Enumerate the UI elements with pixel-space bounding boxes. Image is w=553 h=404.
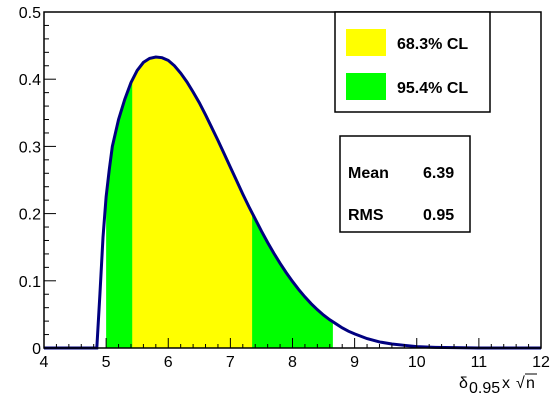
legend: 68.3% CL 95.4% CL <box>335 12 490 112</box>
x-axis-title-sqrt: √ <box>516 375 525 392</box>
x-tick-label-4: 8 <box>288 354 297 371</box>
stats-rms-value: 0.95 <box>423 207 454 224</box>
x-tick-label-8: 12 <box>532 354 550 371</box>
legend-label-95: 95.4% CL <box>397 80 468 97</box>
stats-rms-label: RMS <box>348 207 384 224</box>
legend-label-68: 68.3% CL <box>397 36 468 53</box>
x-axis-title-subscript: 0.95 <box>469 380 500 397</box>
y-tick-label-1: 0.1 <box>19 274 41 291</box>
x-axis-title-sqrt-arg: n <box>526 375 535 392</box>
legend-swatch-95 <box>346 73 386 100</box>
stats-mean-value: 6.39 <box>423 165 454 182</box>
y-tick-label-3: 0.3 <box>19 139 41 156</box>
x-tick-label-5: 9 <box>350 354 359 371</box>
x-axis-title-symbol: δ <box>459 375 468 392</box>
stats-box: Mean 6.39 RMS 0.95 <box>340 136 470 232</box>
x-tick-label-1: 5 <box>102 354 111 371</box>
y-tick-label-2: 0.2 <box>19 207 41 224</box>
stats-mean-label: Mean <box>348 165 389 182</box>
x-tick-label-3: 7 <box>226 354 235 371</box>
y-tick-label-4: 0.4 <box>19 72 41 89</box>
x-tick-label-7: 11 <box>471 354 488 371</box>
y-tick-label-5: 0.5 <box>19 5 41 22</box>
x-tick-label-2: 6 <box>164 354 173 371</box>
legend-swatch-68 <box>346 29 386 56</box>
x-axis-title-times: x <box>502 375 510 392</box>
x-tick-label-6: 10 <box>408 354 426 371</box>
y-tick-label-0: 0 <box>32 341 41 358</box>
